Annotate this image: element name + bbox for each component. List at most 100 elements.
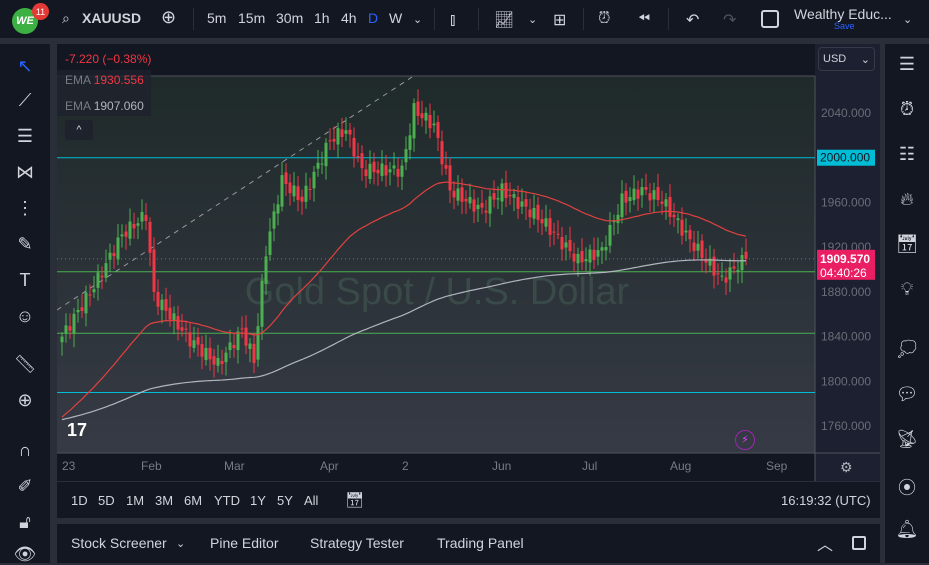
candle-body <box>144 215 148 221</box>
trend-line-icon[interactable]: ⟋ <box>18 90 32 110</box>
lock-drawing-icon[interactable]: ✐ <box>17 476 33 496</box>
cursor-icon[interactable]: ↖ <box>17 56 33 76</box>
ema-slow-legend[interactable]: EMA 1907.060 <box>65 99 144 113</box>
candle-body <box>372 161 376 173</box>
chevron-down-icon[interactable]: ⌄ <box>528 14 538 26</box>
collapse-legend-button[interactable]: ^ <box>65 120 93 140</box>
redo-icon[interactable]: ↷ <box>723 12 737 29</box>
candle-body <box>528 209 532 218</box>
candle-body <box>216 357 220 366</box>
candles-icon[interactable]: ⫾ <box>450 10 456 29</box>
time-tick-label: Apr <box>320 459 339 473</box>
tf-5m[interactable]: 5m <box>207 10 227 26</box>
candle-body <box>532 207 536 219</box>
range-YTD[interactable]: YTD <box>214 493 240 508</box>
candle-body <box>408 135 412 150</box>
candle-body <box>572 253 576 262</box>
ideas-bulb-icon[interactable]: 💡︎ <box>900 279 914 299</box>
lightning-icon[interactable]: ⚡︎ <box>735 430 755 450</box>
replay-icon[interactable]: ⏪︎ <box>638 10 651 27</box>
candle-body <box>224 352 228 363</box>
candle-body <box>504 182 508 199</box>
currency-select[interactable]: USD ⌄ <box>818 47 875 71</box>
maximize-icon[interactable] <box>852 536 866 550</box>
candle-body <box>348 129 352 135</box>
candle-body <box>292 185 296 197</box>
candle-body <box>588 249 592 263</box>
text-icon[interactable]: T <box>19 270 31 290</box>
pattern-icon[interactable]: ⋈ <box>16 162 34 182</box>
lock-icon[interactable]: 🔓︎ <box>19 512 31 532</box>
candle-body <box>608 224 612 246</box>
compare-add-icon[interactable]: ⊕ <box>161 7 177 27</box>
watchlist-icon[interactable]: ☰ <box>898 54 916 74</box>
date-range-icon[interactable]: 📅︎ <box>345 492 365 509</box>
tf-D[interactable]: D <box>368 10 379 26</box>
chevron-down-icon[interactable]: ⌄ <box>176 538 186 550</box>
tab-trading-panel[interactable]: Trading Panel <box>437 535 524 551</box>
tab-stock-screener[interactable]: Stock Screener <box>71 535 167 551</box>
fullscreen-icon[interactable] <box>761 10 779 28</box>
emoji-icon[interactable]: ☺ <box>15 306 35 326</box>
tradingview-logo[interactable]: 17 <box>67 420 88 440</box>
price-chart[interactable]: Gold Spot / U.S. Dollar 2040.000 1960.000 1… <box>57 44 880 481</box>
candle-body <box>672 214 676 218</box>
magnet-icon[interactable]: ∩ <box>18 440 32 460</box>
chevron-down-icon[interactable]: ⌄ <box>413 14 423 26</box>
chat-cloud-icon[interactable]: 💭︎ <box>895 339 919 359</box>
tf-W[interactable]: W <box>389 10 403 26</box>
layout-name[interactable]: Wealthy Educ... <box>794 6 892 22</box>
tf-30m[interactable]: 30m <box>276 10 304 26</box>
clock[interactable]: 16:19:32 (UTC) <box>781 493 871 508</box>
broadcast-icon[interactable]: ⦿ <box>898 478 916 498</box>
settings-gear-icon[interactable]: ⚙ <box>840 459 853 475</box>
chevron-down-icon[interactable]: ⌄ <box>903 14 913 26</box>
chevron-up-icon[interactable]: ︿ <box>817 537 834 554</box>
brush-icon[interactable]: ✎ <box>17 234 33 254</box>
range-All[interactable]: All <box>304 493 319 508</box>
tf-1h[interactable]: 1h <box>314 10 330 26</box>
hotlist-flame-icon[interactable]: 🔥︎ <box>900 189 914 209</box>
tab-pine-editor[interactable]: Pine Editor <box>210 535 279 551</box>
tf-15m[interactable]: 15m <box>238 10 266 26</box>
candle-body <box>512 194 516 198</box>
candle-body <box>700 240 704 258</box>
ruler-icon[interactable]: 📏︎ <box>13 354 37 374</box>
range-5Y[interactable]: 5Y <box>277 493 293 508</box>
candle-body <box>652 190 656 200</box>
eye-icon[interactable]: 👁︎ <box>13 544 37 564</box>
notifications-bell-icon[interactable]: 🔔︎ <box>895 519 919 539</box>
add-list-icon[interactable]: ☷ <box>898 144 916 164</box>
time-tick-label: Sep <box>766 459 788 473</box>
candle-body <box>444 164 448 169</box>
current-price-label: 1909.570 <box>820 252 870 266</box>
alert-icon[interactable]: ⏰︎ <box>598 10 611 27</box>
chart-pane[interactable]: Gold Spot / U.S. Dollar 2040.000 1960.000 1… <box>57 44 880 481</box>
range-6M[interactable]: 6M <box>184 493 203 508</box>
ema-fast-line <box>61 181 747 418</box>
candle-body <box>668 196 672 217</box>
fib-icon[interactable]: ☰ <box>16 126 34 146</box>
calendar-icon[interactable]: 📅︎ <box>895 234 919 254</box>
candle-body <box>552 231 556 233</box>
save-button[interactable]: Save <box>834 21 855 31</box>
symbol-search[interactable]: XAUUSD <box>82 10 142 26</box>
range-1Y[interactable]: 1Y <box>250 493 266 508</box>
zoom-icon[interactable]: ⊕ <box>17 390 33 410</box>
alarm-clock-icon[interactable]: ⏰︎ <box>899 99 915 119</box>
ema-fast-legend[interactable]: EMA 1930.556 <box>65 73 144 87</box>
messages-icon[interactable]: 💬︎ <box>895 384 919 404</box>
candle-body <box>112 253 116 257</box>
range-5D[interactable]: 5D <box>98 493 115 508</box>
tf-4h[interactable]: 4h <box>341 10 357 26</box>
tab-strategy-tester[interactable]: Strategy Tester <box>310 535 404 551</box>
range-3M[interactable]: 3M <box>155 493 174 508</box>
range-1D[interactable]: 1D <box>71 493 88 508</box>
search-icon[interactable]: ⌕ <box>62 10 70 26</box>
templates-icon[interactable]: ⊞ <box>553 12 567 29</box>
prediction-icon[interactable]: ⋮ <box>16 198 34 218</box>
range-1M[interactable]: 1M <box>126 493 145 508</box>
indicators-icon[interactable]: 📈︎ <box>494 12 515 29</box>
undo-icon[interactable]: ↶ <box>686 12 700 29</box>
streams-icon[interactable]: 📡︎ <box>895 429 919 449</box>
